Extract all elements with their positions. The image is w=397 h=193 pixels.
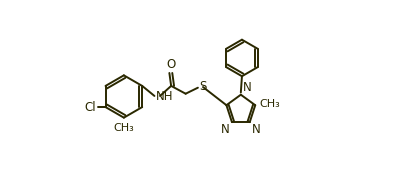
Text: Cl: Cl <box>84 101 96 114</box>
Text: CH₃: CH₃ <box>259 99 280 109</box>
Text: NH: NH <box>156 90 173 103</box>
Text: N: N <box>243 81 252 94</box>
Text: N: N <box>252 123 261 136</box>
Text: N: N <box>221 123 230 136</box>
Text: CH₃: CH₃ <box>114 123 134 133</box>
Text: O: O <box>166 58 175 71</box>
Text: S: S <box>199 80 207 93</box>
